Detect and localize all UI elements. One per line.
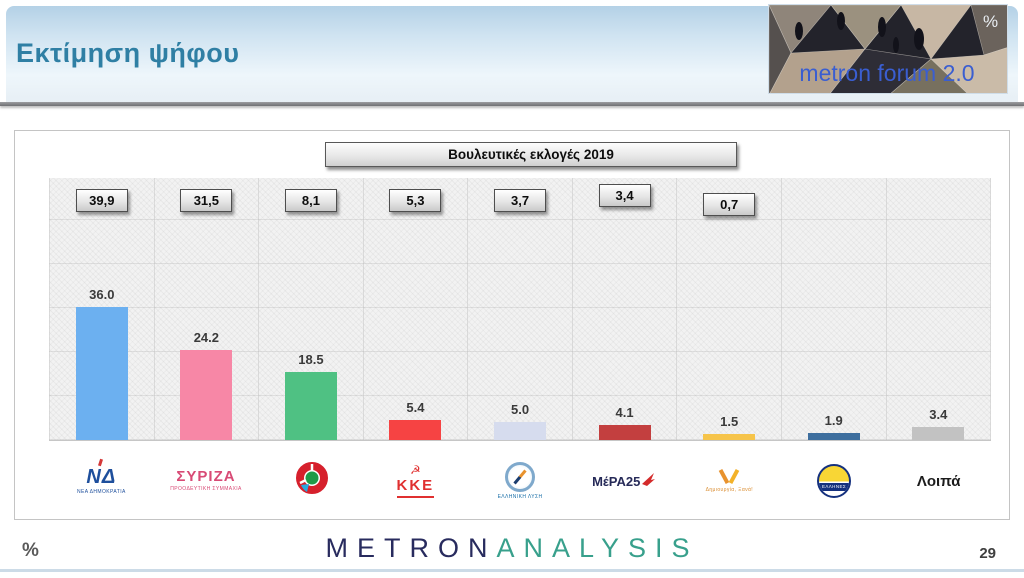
- election-2019-value-box: 31,5: [180, 189, 233, 212]
- red-wing-icon: [641, 471, 657, 492]
- bar-value-label: 1.5: [720, 414, 739, 430]
- orange-v-icon: [718, 468, 740, 485]
- party-logo-caption: ΕΛΛΗΝΙΚΗ ΛΥΣΗ: [497, 493, 543, 500]
- chart-column-pasok: 8,1 18.5: [259, 178, 364, 440]
- footer-divider: [0, 569, 1024, 572]
- bar-value-label: 36.0: [89, 286, 115, 302]
- elliniki-lysi-logo: ΕΛΛΗΝΙΚΗ ΛΥΣΗ: [468, 447, 573, 515]
- election-2019-value-box: 3,4: [598, 184, 651, 207]
- chart-column-elliniki-lysi: 3,7 5.0: [468, 178, 573, 440]
- page-title: Εκτίμηση ψήφου: [16, 38, 240, 68]
- header-divider: [0, 102, 1024, 106]
- mera25-logo: ΜέΡΑ25: [572, 447, 677, 515]
- hammer-sickle-icon: ☭: [409, 463, 421, 478]
- bar-ellines: [807, 432, 860, 440]
- bar-value-label: 5.4: [406, 400, 425, 416]
- metron-analysis-wordmark: METRONANALYSIS: [0, 533, 1024, 564]
- election-2019-value-box: 5,3: [389, 189, 442, 212]
- bar-value-label: 18.5: [298, 351, 324, 367]
- mosaic-photo: % metron forum 2.0: [769, 5, 1007, 93]
- chart-column-dimiourgia-xana: 0,7 1.5: [677, 178, 782, 440]
- mera25-logo-text: ΜέΡΑ25: [592, 473, 641, 489]
- chart-column-kke: 5,3 5.4: [364, 178, 469, 440]
- nd-logo-text: ΝΔ: [86, 465, 117, 488]
- syriza-logo: ΣΥΡΙΖΑ ΠΡΟΟΔΕΥΤΙΚΗ ΣΥΜΜΑΧΙΑ: [154, 447, 259, 515]
- footer-percent-mark: %: [22, 540, 39, 561]
- compass-icon: [505, 461, 536, 492]
- election-2019-value-box: 0,7: [703, 193, 756, 216]
- ellines-emblem-icon: ΕΛΛΗΝΕΣ: [817, 464, 852, 498]
- bar-dimiourgia-xana: [703, 434, 756, 440]
- kke-logo-text: ΚΚΕ: [396, 478, 435, 498]
- bar-value-label: 1.9: [824, 412, 843, 428]
- election-2019-value-box: 3,7: [494, 189, 547, 212]
- party-logo-caption: ΝΕΑ ΔΗΜΟΚΡΑΤΙΑ: [76, 488, 126, 495]
- plot-area: 39,9 36.0 31,5 24.2 8,1 18.5 5,3 5.4 3,7 5.0 3,4 4.…: [49, 178, 992, 441]
- nd-logo: ΝΔ ΝΕΑ ΔΗΜΟΚΡΑΤΙΑ: [49, 447, 154, 515]
- party-logo-caption: ΠΡΟΟΔΕΥΤΙΚΗ ΣΥΜΜΑΧΙΑ: [170, 486, 242, 493]
- logo-wordmark: metron forum 2.0: [799, 60, 974, 86]
- dimiourgia-xana-logo: Δημιουργία, Ξανά!: [677, 447, 782, 515]
- bar-syriza: [180, 350, 233, 440]
- kke-logo: ☭ ΚΚΕ: [363, 447, 468, 515]
- bar-pasok: [284, 371, 337, 440]
- bar-mera25: [598, 424, 651, 440]
- bar-value-label: 5.0: [510, 401, 530, 417]
- logo-percent-glyph: %: [983, 12, 998, 31]
- v-right-stroke: [729, 468, 740, 484]
- party-logo-caption: Δημιουργία, Ξανά!: [705, 486, 754, 493]
- people-silhouettes: [795, 12, 924, 53]
- pasok-flower-icon: [291, 459, 331, 504]
- bar-value-label: 3.4: [929, 407, 948, 423]
- chart-column-nd: 39,9 36.0: [49, 178, 155, 440]
- bar-value-label: 24.2: [193, 330, 219, 346]
- chart-column-loipa: 3.4: [887, 178, 992, 440]
- chart-column-ellines: 1.9: [782, 178, 887, 440]
- chart-panel: Βουλευτικές εκλογές 2019 39,9 36.0 31,5 24.…: [14, 130, 1010, 520]
- chart-title-box: Βουλευτικές εκλογές 2019: [325, 142, 737, 167]
- mera25-logo: ΜέΡΑ25: [592, 471, 657, 492]
- bar-nd: [75, 306, 128, 440]
- chart-column-mera25: 3,4 4.1: [573, 178, 678, 440]
- bar-value-label: 4.1: [615, 404, 634, 420]
- page-number: 29: [979, 545, 996, 562]
- pasok-logo: [258, 447, 363, 515]
- bar-loipa: [912, 427, 965, 440]
- compass-needle: [513, 469, 527, 485]
- syriza-logo-text: ΣΥΡΙΖΑ: [176, 468, 236, 486]
- party-logos-row: ΝΔ ΝΕΑ ΔΗΜΟΚΡΑΤΙΑ ΣΥΡΙΖΑ ΠΡΟΟΔΕΥΤΙΚΗ ΣΥΜΜΑΧ…: [49, 447, 991, 515]
- loipa-logo: Λοιπά: [886, 447, 991, 515]
- election-2019-value-box: 39,9: [75, 189, 128, 212]
- metron-forum-logo: % metron forum 2.0: [768, 4, 1008, 94]
- ellines-logo: ΕΛΛΗΝΕΣ: [782, 447, 887, 515]
- bar-elliniki-lysi: [494, 421, 547, 440]
- bar-kke: [389, 420, 442, 440]
- brand-analysis: ANALYSIS: [496, 533, 699, 563]
- ellines-band-text: ΕΛΛΗΝΕΣ: [819, 483, 850, 492]
- brand-metron: METRON: [325, 533, 497, 563]
- others-label: Λοιπά: [916, 472, 961, 490]
- chart-column-syriza: 31,5 24.2: [155, 178, 260, 440]
- election-2019-value-box: 8,1: [284, 189, 337, 212]
